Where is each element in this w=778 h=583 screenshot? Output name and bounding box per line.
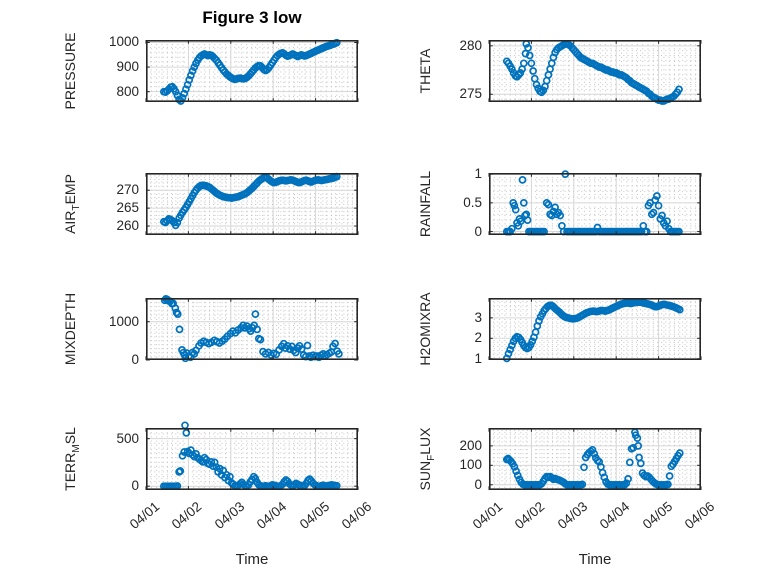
x-axis-label-left: Time (235, 551, 269, 568)
minor-grid (489, 428, 701, 490)
y-tick-label: 200 (459, 437, 482, 453)
y-tick-label: 800 (116, 83, 139, 99)
y-tick-label: 500 (116, 430, 139, 446)
y-tick-label: 270 (116, 182, 139, 198)
plot-area (145, 172, 359, 236)
subplot-sun-flux: 0 100 200 SUNFLUX (417, 428, 702, 492)
subplot-mixdepth: 0 1000 MIXDEPTH (62, 293, 359, 367)
y-tick-label: 260 (116, 218, 139, 234)
y-tick-label: 0 (131, 478, 139, 494)
y-tick-label: 275 (459, 86, 482, 102)
y-tick-label: 0 (131, 352, 139, 367)
minor-grid (489, 298, 701, 360)
y-tick-label: 1000 (108, 34, 139, 50)
y-tick-label: 1 (474, 350, 482, 366)
plot-area (145, 294, 359, 363)
axes-frame (489, 40, 701, 103)
x-tick-label: 04/05 (639, 498, 675, 532)
x-tick-label: 04/02 (169, 498, 205, 532)
x-tick-label: 04/01 (126, 498, 163, 532)
x-tick-label: 04/01 (469, 498, 506, 532)
plot-area (488, 298, 702, 363)
axes-frame (489, 298, 701, 361)
x-axis-label-right: Time (578, 551, 612, 568)
plot-area (145, 38, 359, 105)
plot-area (488, 170, 702, 236)
subplot-theta: 275 280 THETA (417, 38, 702, 105)
x-tick-label: 04/06 (681, 498, 718, 532)
axes-frame (146, 40, 358, 103)
subplot-h2omixra: 1 2 3 H2OMIXRA (417, 292, 702, 366)
axes-frame (489, 428, 701, 491)
y-tick-label: 900 (116, 59, 139, 75)
plot-area (145, 421, 359, 491)
x-tick-label: 04/04 (596, 498, 633, 532)
plot-area (488, 428, 702, 491)
subplot-rainfall: 0 0.5 1 RAINFALL (417, 166, 702, 239)
y-tick-label: 100 (459, 457, 482, 473)
scatter-markers (159, 38, 341, 105)
scatter-markers (502, 40, 683, 105)
x-tick-label: 04/03 (554, 498, 591, 532)
y-tick-label: 280 (459, 37, 482, 53)
scatter-markers (160, 294, 343, 363)
y-tick-label: 1 (474, 166, 482, 182)
y-axis-label: SUNFLUX (417, 427, 437, 491)
major-grid (146, 173, 358, 235)
y-axis-label: TERRMSL (62, 427, 82, 491)
subplot-air-temp: 260 265 270 AIRTEMP (62, 172, 359, 236)
subplot-terr-msl: 0 500 TERRMSL (62, 421, 359, 493)
y-tick-label: 265 (116, 200, 139, 216)
x-tick-label: 04/03 (211, 498, 248, 532)
y-tick-label: 1000 (108, 313, 139, 329)
y-tick-label: 3 (474, 309, 482, 325)
x-tick-label: 04/04 (253, 498, 290, 532)
plot-area (488, 40, 702, 105)
y-tick-label: 0 (474, 476, 482, 492)
axes-frame (146, 173, 358, 236)
y-tick-label: 0.5 (463, 194, 482, 210)
y-tick-label: 2 (474, 330, 482, 346)
figure-title: Figure 3 low (202, 8, 302, 27)
axes-frame (489, 173, 701, 236)
x-tick-label: 04/02 (512, 498, 548, 532)
scatter-markers (502, 428, 684, 489)
subplot-pressure: 800 900 1000 PRESSURE (62, 32, 359, 110)
axes-frame (146, 298, 358, 361)
y-tick-label: 0 (474, 223, 482, 239)
x-tick-label: 04/06 (338, 498, 375, 532)
x-tick-label: 04/05 (296, 498, 332, 532)
scatter-markers (502, 298, 684, 363)
axes-frame (146, 428, 358, 491)
scatter-markers (159, 172, 341, 230)
